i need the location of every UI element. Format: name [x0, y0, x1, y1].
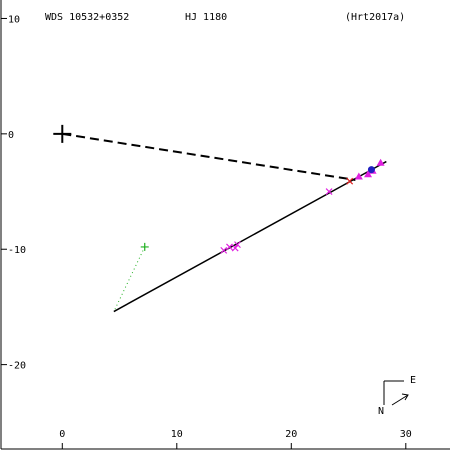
compass	[383, 380, 409, 406]
y-tick-label: 10	[8, 14, 20, 25]
compass-north: N	[378, 406, 384, 417]
x-tick-label: 0	[59, 429, 65, 440]
marker-triangle	[376, 158, 385, 166]
compass-east: E	[410, 375, 416, 386]
marker-x	[220, 246, 228, 254]
marker-triangle	[364, 170, 373, 178]
marker-plus	[140, 242, 149, 251]
header-right: (Hrt2017a)	[345, 12, 405, 23]
y-tick-label: -10	[8, 245, 26, 256]
node-line	[62, 132, 356, 181]
compass-arrow	[391, 394, 409, 406]
header-center: HJ 1180	[185, 12, 227, 23]
x-tick-label: 20	[285, 429, 297, 440]
marker-dot	[367, 166, 375, 174]
marker-x	[234, 241, 241, 249]
header-left: WDS 10532+0352	[45, 12, 129, 23]
marker-triangle	[354, 172, 363, 180]
marker-x	[325, 188, 333, 195]
marker-x	[231, 244, 239, 252]
x-tick-label: 30	[400, 429, 412, 440]
y-tick-label: 0	[8, 130, 14, 141]
x-tick-label: 10	[171, 429, 183, 440]
y-tick-label: -20	[8, 361, 26, 372]
compass-arrowhead	[401, 393, 409, 401]
marker-x	[226, 243, 233, 251]
marker-x	[346, 177, 354, 185]
primary-star	[53, 124, 72, 143]
orbit-line	[113, 160, 387, 313]
